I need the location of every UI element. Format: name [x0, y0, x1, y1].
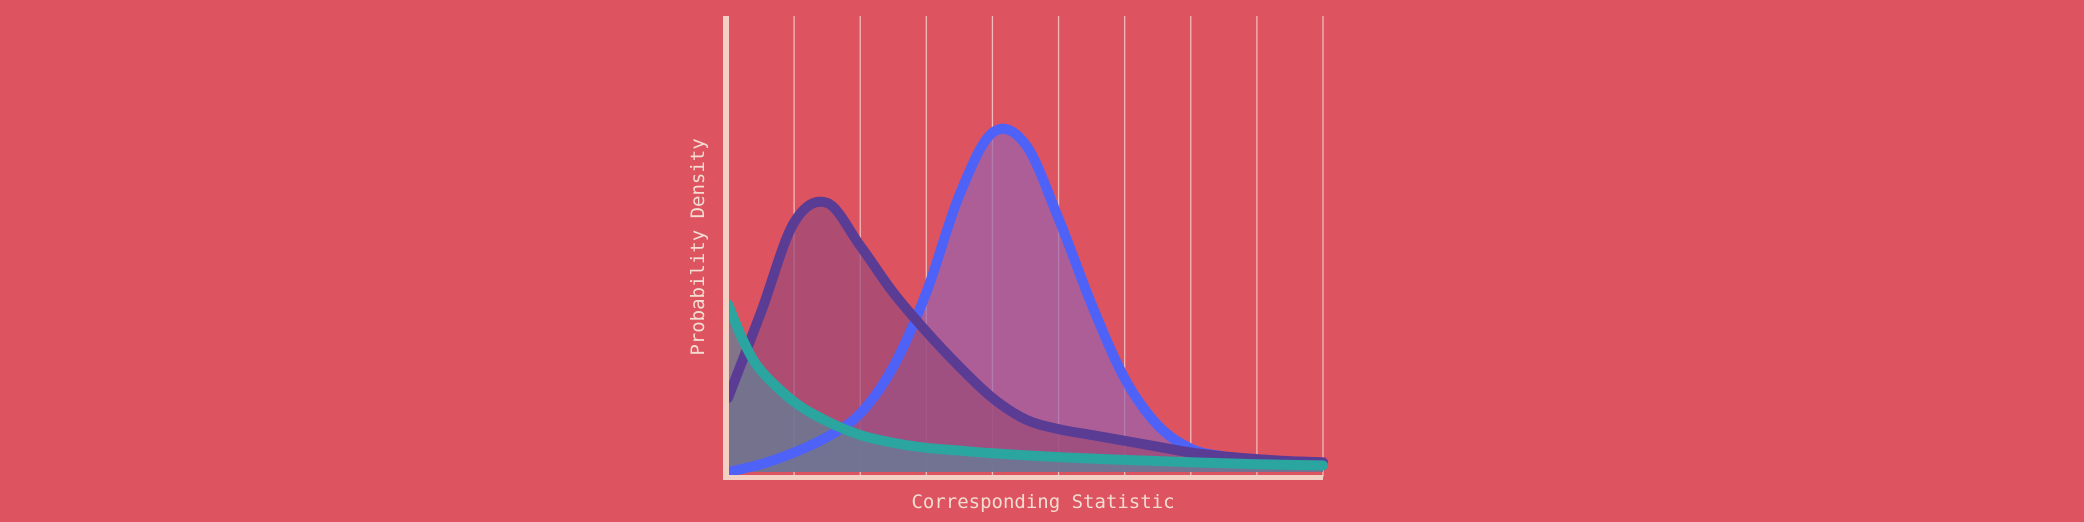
series-3-line: [723, 299, 1328, 471]
x-axis-label: Corresponding Statistic: [911, 491, 1174, 513]
series-2-area: [728, 201, 1323, 472]
series-2-line: [723, 196, 1328, 468]
series-lines: [723, 123, 1328, 477]
series-1-area: [728, 128, 1323, 472]
y-axis-label: Probability Density: [687, 138, 709, 355]
